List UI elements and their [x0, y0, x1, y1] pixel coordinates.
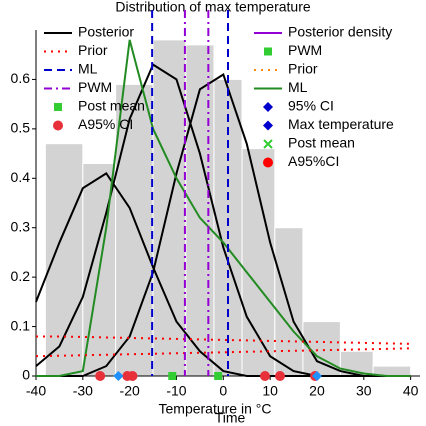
y-tick-label: 0.3: [11, 218, 31, 234]
x-axis-label: Temperature in °C: [159, 401, 272, 417]
point: [311, 371, 322, 381]
legend-symbol: [53, 120, 63, 131]
x-axis-label-2: Time: [215, 410, 246, 426]
point: [274, 371, 285, 381]
point: [127, 371, 138, 381]
x-tick-label: 30: [356, 383, 372, 399]
legend-label: 95% CI: [288, 98, 334, 114]
curve: [35, 63, 411, 377]
point: [113, 371, 124, 381]
y-tick-label: 0.6: [11, 70, 31, 86]
x-tick-label: 20: [309, 383, 325, 399]
legend-label: Max temperature: [288, 116, 394, 132]
legend-symbol: [263, 102, 273, 112]
x-tick-label: -30: [73, 383, 93, 399]
y-tick-label: 0.4: [11, 169, 31, 185]
y-tick-label: 0.2: [11, 268, 31, 284]
legend-label: Prior: [78, 42, 108, 58]
legend-label: A95%CI: [288, 153, 339, 169]
point: [95, 371, 106, 381]
x-tick-label: 10: [262, 383, 278, 399]
legend-label: ML: [78, 61, 98, 77]
legend-label: PWM: [288, 42, 322, 58]
chart-title: Distribution of max temperature: [115, 0, 311, 15]
legend-label: PWM: [78, 79, 112, 95]
point: [259, 371, 270, 381]
curve: [36, 72, 411, 377]
legend-label: Post mean: [78, 98, 145, 114]
y-tick-label: 0: [22, 367, 30, 383]
bar: [241, 148, 276, 377]
x-tick-label: 40: [403, 383, 419, 399]
y-tick-label: 0.5: [11, 120, 31, 136]
legend-label: Prior: [288, 61, 318, 77]
x-tick-label: -10: [166, 383, 186, 399]
x-tick-label: -20: [120, 383, 140, 399]
x-tick-label: 0: [219, 383, 227, 399]
legend-label: Post mean: [288, 135, 355, 151]
legend-label: Posterior density: [288, 24, 392, 40]
y-tick-label: 0.1: [11, 317, 31, 333]
bar: [274, 227, 304, 377]
bar: [185, 44, 215, 377]
legend-label: ML: [288, 79, 308, 95]
point: [168, 372, 177, 380]
point: [214, 372, 223, 380]
legend-symbol: [263, 139, 273, 149]
legend-label: A95% CI: [78, 116, 133, 132]
bar: [44, 143, 84, 377]
curve: [36, 39, 411, 377]
x-tick-label: -40: [26, 383, 46, 399]
legend-symbol: [263, 120, 273, 131]
legend-label: Posterior: [78, 24, 134, 40]
legend-symbol: [264, 47, 272, 56]
legend-symbol: [54, 103, 62, 111]
legend-symbol: [263, 157, 273, 168]
